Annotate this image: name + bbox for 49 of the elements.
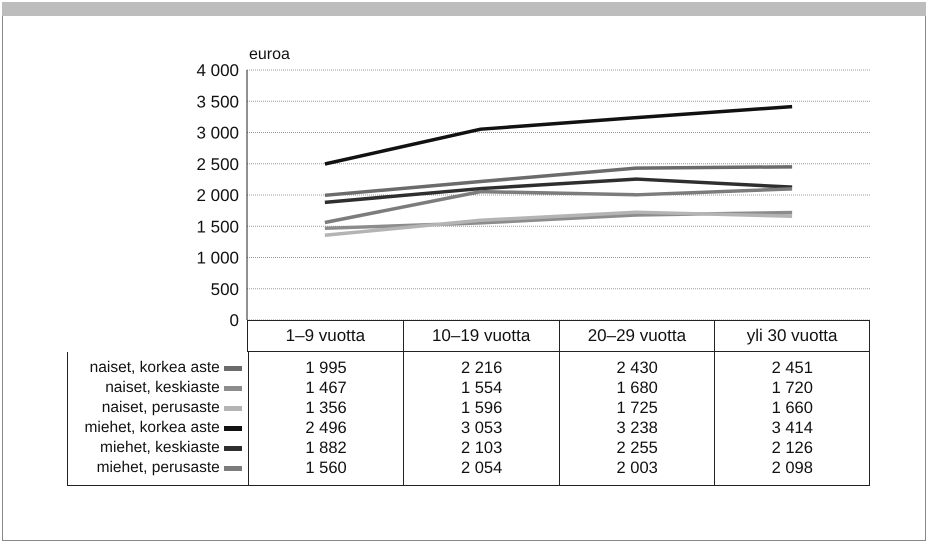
data-label: 3 238: [616, 418, 659, 438]
x-tick-label: yli 30 vuotta: [714, 321, 870, 351]
data-label: 1 725: [616, 398, 659, 418]
y-tick-label: 3 000: [196, 124, 239, 143]
y-tick-label: 0: [230, 311, 239, 330]
x-tick-label: 10–19 vuotta: [402, 321, 558, 351]
line-series: [323, 187, 794, 224]
legend-label: miehet, perusaste: [96, 459, 220, 477]
y-axis-title: euroa: [249, 46, 290, 64]
data-label: 1 720: [770, 378, 814, 398]
data-label: 1 560: [304, 458, 348, 478]
data-label: 2 216: [460, 358, 504, 378]
data-label: 1 356: [304, 398, 348, 418]
y-tick-label: 1 500: [196, 217, 239, 236]
line-series: [323, 165, 794, 198]
data-label: 2 098: [770, 458, 814, 478]
x-tick-label: 1–9 vuotta: [247, 321, 403, 351]
y-tick-label: 4 000: [196, 61, 239, 80]
data-label: 1 680: [616, 378, 659, 398]
y-tick-label: 2 000: [196, 186, 239, 206]
data-label: 2 003: [616, 458, 659, 478]
y-tick-label: 3 500: [196, 92, 239, 112]
y-tick-label: 500: [210, 280, 239, 299]
data-label: 2 451: [770, 358, 814, 378]
legend-label: miehet, korkea aste: [84, 419, 220, 437]
legend-label: naiset, perusaste: [102, 399, 220, 417]
data-label: 3 053: [460, 418, 504, 438]
legend-label: naiset, keskiaste: [105, 379, 220, 397]
data-label: 1 596: [460, 398, 504, 418]
data-label: 1 467: [304, 378, 348, 398]
data-label: 1 660: [770, 398, 814, 418]
y-tick-label: 2 500: [196, 154, 239, 174]
data-label: 3 414: [770, 418, 814, 438]
data-label: 1 995: [304, 358, 348, 378]
line-series: [323, 177, 794, 204]
y-tick-label: 1 000: [196, 248, 239, 268]
data-label: 2 054: [460, 458, 504, 478]
data-label: 2 126: [770, 438, 814, 458]
data-label: 2 103: [460, 438, 504, 458]
x-tick-label: 20–29 vuotta: [558, 321, 714, 351]
data-label: 2 430: [616, 358, 659, 378]
legend-label: miehet, keskiaste: [100, 439, 220, 457]
line-series: [323, 210, 794, 237]
line-series: [323, 104, 794, 166]
data-label: 1 882: [304, 438, 348, 458]
data-label: 2 496: [304, 418, 348, 438]
data-label: 1 554: [460, 378, 504, 398]
legend-label: naiset, korkea aste: [90, 359, 220, 377]
data-label: 2 255: [616, 438, 659, 458]
